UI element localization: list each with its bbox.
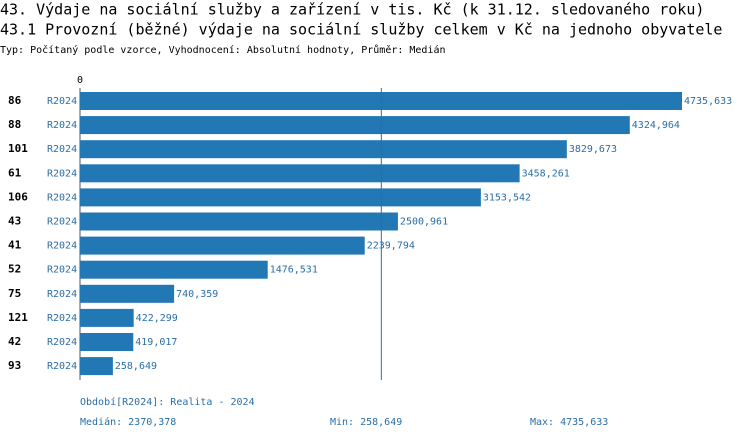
category-label: 75 (8, 287, 21, 300)
row-label: R2024 (47, 289, 77, 300)
value-label: 3153,542 (483, 192, 531, 203)
bar (80, 308, 134, 327)
value-label: 422,299 (136, 313, 178, 324)
row-label: R2024 (47, 120, 77, 131)
value-label: 2500,961 (400, 217, 448, 228)
row-label: R2024 (47, 217, 77, 228)
bar (80, 333, 134, 351)
chart-subtitle: 43.1 Provozní (běžné) výdaje na sociální… (0, 21, 722, 39)
row-label: R2024 (47, 144, 77, 155)
category-label: 61 (8, 166, 22, 179)
category-label: 43 (8, 215, 21, 228)
chart-note: Typ: Počítaný podle vzorce, Vyhodnocení:… (0, 44, 446, 56)
value-label: 3829,673 (569, 144, 617, 155)
x-tick-label: 0 (77, 75, 83, 86)
category-label: 42 (8, 335, 21, 348)
max-label: Max: 4735,633 (530, 417, 608, 428)
category-label: 88 (8, 118, 21, 131)
row-label: R2024 (47, 168, 77, 179)
row-label: R2024 (47, 265, 77, 276)
value-label: 4735,633 (684, 96, 732, 107)
category-label: 41 (8, 239, 22, 252)
row-label: R2024 (47, 361, 77, 372)
value-label: 419,017 (135, 337, 177, 348)
row-label: R2024 (47, 337, 77, 348)
median-label: Medián: 2370,378 (80, 416, 176, 428)
bar (80, 236, 365, 255)
value-label: 4324,964 (632, 120, 680, 131)
bar (80, 284, 175, 303)
category-label: 121 (8, 311, 28, 324)
period-label: Období[R2024]: Realita - 2024 (80, 396, 255, 408)
value-label: 258,649 (115, 361, 157, 372)
value-label: 2239,794 (367, 241, 415, 252)
bar (80, 116, 630, 135)
row-label: R2024 (47, 241, 77, 252)
value-label: 1476,531 (270, 265, 318, 276)
category-label: 86 (8, 94, 22, 107)
bar (80, 140, 567, 159)
chart-title: 43. Výdaje na sociální služby a zařízení… (0, 1, 704, 19)
row-label: R2024 (47, 192, 77, 203)
category-label: 93 (8, 359, 21, 372)
bar (80, 188, 481, 207)
value-label: 740,359 (176, 289, 218, 300)
category-label: 101 (8, 142, 28, 155)
value-label: 3458,261 (522, 168, 570, 179)
min-label: Min: 258,649 (330, 417, 402, 428)
category-label: 106 (8, 190, 28, 203)
bar (80, 212, 398, 231)
bar (80, 357, 113, 376)
row-label: R2024 (47, 96, 77, 107)
row-label: R2024 (47, 313, 77, 324)
bar (80, 164, 520, 183)
category-label: 52 (8, 263, 21, 276)
bar (80, 260, 268, 279)
